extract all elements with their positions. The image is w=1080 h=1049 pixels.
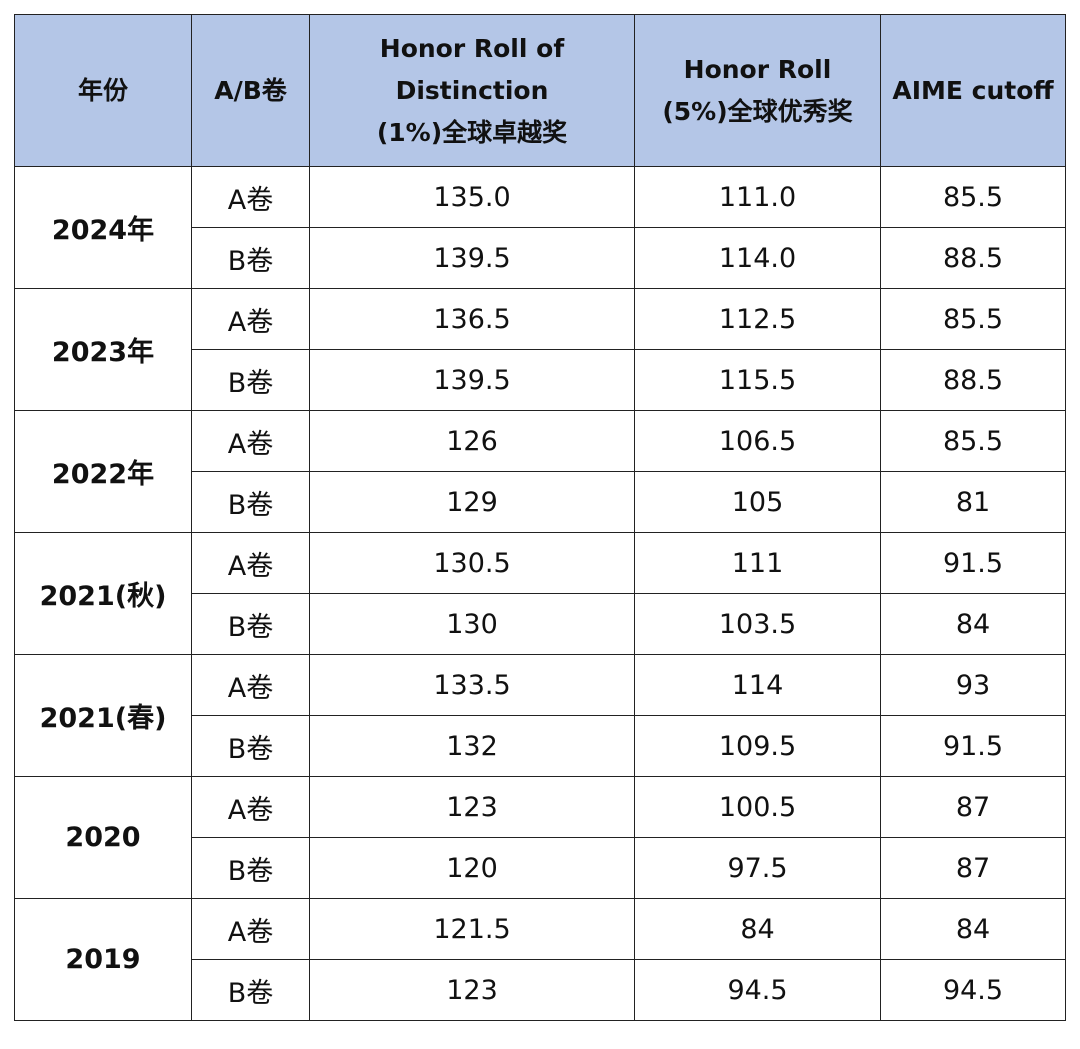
table-header: 年份 A/B卷 Honor Roll of Distinction (1%)全球… [14, 14, 1066, 167]
honor-roll-cell: 100.5 [634, 776, 881, 838]
aime-cell: 84 [880, 898, 1066, 960]
distinction-cell: 139.5 [309, 227, 635, 289]
amc-score-table: 年份 A/B卷 Honor Roll of Distinction (1%)全球… [14, 14, 1066, 1021]
aime-cell: 85.5 [880, 410, 1066, 472]
table-row: B卷 123 94.5 94.5 [15, 959, 1066, 1021]
table-row: B卷 132 109.5 91.5 [15, 715, 1066, 777]
distinction-cell: 123 [309, 776, 635, 838]
honor-roll-cell: 94.5 [634, 959, 881, 1021]
distinction-cell: 139.5 [309, 349, 635, 411]
aime-cell: 94.5 [880, 959, 1066, 1021]
aime-cell: 93 [880, 654, 1066, 716]
aime-cell: 85.5 [880, 166, 1066, 228]
distinction-cell: 121.5 [309, 898, 635, 960]
honor-roll-cell: 111.0 [634, 166, 881, 228]
table-row: B卷 129 105 81 [15, 471, 1066, 533]
year-cell: 2021(秋) [14, 532, 192, 655]
year-cell: 2020 [14, 776, 192, 899]
honor-roll-cell: 106.5 [634, 410, 881, 472]
aime-cell: 81 [880, 471, 1066, 533]
distinction-cell: 126 [309, 410, 635, 472]
aime-cell: 88.5 [880, 349, 1066, 411]
aime-cell: 84 [880, 593, 1066, 655]
table-row: 2019 A卷 121.5 84 84 [14, 898, 1066, 1021]
header-aime-cutoff: AIME cutoff [880, 14, 1066, 167]
honor-roll-cell: 105 [634, 471, 881, 533]
header-paper: A/B卷 [191, 14, 310, 167]
paper-cell: B卷 [191, 715, 310, 777]
table-row: 2020 A卷 123 100.5 87 [14, 776, 1066, 899]
header-distinction: Honor Roll of Distinction (1%)全球卓越奖 [309, 14, 635, 167]
aime-cell: 85.5 [880, 288, 1066, 350]
paper-cell: A卷 [191, 532, 310, 594]
header-row: 年份 A/B卷 Honor Roll of Distinction (1%)全球… [14, 14, 1066, 167]
distinction-cell: 130.5 [309, 532, 635, 594]
honor-roll-cell: 109.5 [634, 715, 881, 777]
year-cell: 2019 [14, 898, 192, 1021]
distinction-cell: 130 [309, 593, 635, 655]
year-cell: 2022年 [14, 410, 192, 533]
distinction-cell: 135.0 [309, 166, 635, 228]
distinction-cell: 120 [309, 837, 635, 899]
table-body: 2024年 A卷 135.0 111.0 85.5 B卷 139.5 114.0 88.5 202… [14, 166, 1066, 1021]
table-row: 2022年 A卷 126 106.5 85.5 [14, 410, 1066, 533]
table-row: 2024年 A卷 135.0 111.0 85.5 [14, 166, 1066, 289]
year-cell: 2023年 [14, 288, 192, 411]
year-cell: 2024年 [14, 166, 192, 289]
table-row: B卷 130 103.5 84 [15, 593, 1066, 655]
aime-cell: 88.5 [880, 227, 1066, 289]
paper-cell: B卷 [191, 959, 310, 1021]
paper-cell: B卷 [191, 837, 310, 899]
year-cell: 2021(春) [14, 654, 192, 777]
paper-cell: B卷 [191, 471, 310, 533]
paper-cell: A卷 [191, 410, 310, 472]
aime-cell: 91.5 [880, 715, 1066, 777]
distinction-cell: 136.5 [309, 288, 635, 350]
honor-roll-cell: 97.5 [634, 837, 881, 899]
paper-cell: A卷 [191, 166, 310, 228]
distinction-cell: 133.5 [309, 654, 635, 716]
table-row: 2021(秋) A卷 130.5 111 91.5 [14, 532, 1066, 655]
distinction-cell: 129 [309, 471, 635, 533]
distinction-cell: 123 [309, 959, 635, 1021]
table-row: 2023年 A卷 136.5 112.5 85.5 [14, 288, 1066, 411]
table-row: 2021(春) A卷 133.5 114 93 [14, 654, 1066, 777]
paper-cell: A卷 [191, 898, 310, 960]
distinction-cell: 132 [309, 715, 635, 777]
honor-roll-cell: 84 [634, 898, 881, 960]
honor-roll-cell: 103.5 [634, 593, 881, 655]
aime-cell: 87 [880, 837, 1066, 899]
honor-roll-cell: 114 [634, 654, 881, 716]
honor-roll-cell: 114.0 [634, 227, 881, 289]
aime-cell: 91.5 [880, 532, 1066, 594]
aime-cell: 87 [880, 776, 1066, 838]
paper-cell: A卷 [191, 288, 310, 350]
paper-cell: B卷 [191, 227, 310, 289]
paper-cell: A卷 [191, 654, 310, 716]
header-honor-roll: Honor Roll (5%)全球优秀奖 [634, 14, 881, 167]
table-row: B卷 120 97.5 87 [15, 837, 1066, 899]
paper-cell: B卷 [191, 349, 310, 411]
paper-cell: A卷 [191, 776, 310, 838]
honor-roll-cell: 115.5 [634, 349, 881, 411]
honor-roll-cell: 112.5 [634, 288, 881, 350]
header-year: 年份 [14, 14, 192, 167]
paper-cell: B卷 [191, 593, 310, 655]
honor-roll-cell: 111 [634, 532, 881, 594]
